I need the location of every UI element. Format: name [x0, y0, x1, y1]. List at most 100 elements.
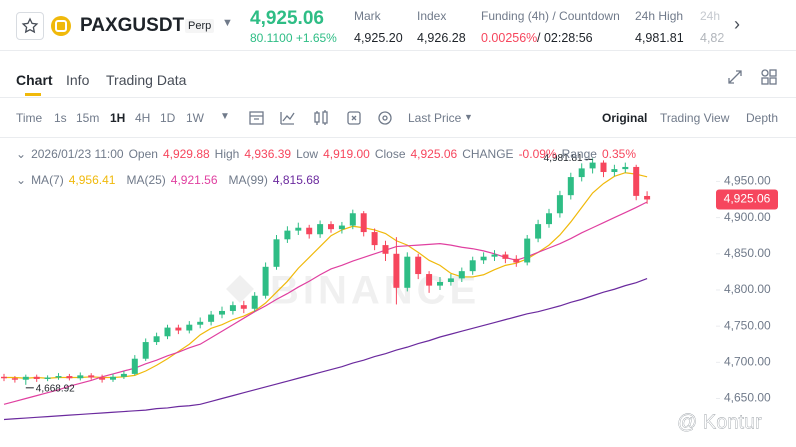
view[interactable]: Depth [746, 111, 779, 125]
interval[interactable]: Time [16, 111, 43, 125]
stat-value: 4,926.28 [417, 31, 466, 45]
ma-name: MA(25) [126, 173, 166, 187]
candle-body [131, 358, 138, 374]
candle-body [164, 327, 171, 337]
tool-icons[interactable] [248, 109, 398, 127]
candle-body [556, 195, 563, 214]
stat-label: Mark [354, 9, 381, 23]
candle-body [22, 376, 29, 380]
collapse[interactable]: ⌄ [16, 147, 27, 161]
price-tag [716, 189, 778, 210]
price-tag-label: 4,925.06 [724, 192, 771, 206]
tab[interactable]: Chart [16, 72, 53, 88]
price-type[interactable]: Last Price [408, 111, 462, 125]
label: Close [374, 147, 406, 161]
symbol-dropdown[interactable]: ▼ [222, 17, 233, 29]
fade [718, 0, 796, 50]
overlay-watermark: @ Kontur [677, 411, 762, 433]
candle-body [447, 278, 454, 283]
candle-body [55, 376, 62, 378]
candle-body [317, 224, 324, 235]
layout-icon[interactable] [760, 68, 778, 86]
candle-body [404, 256, 411, 288]
candle-body [99, 377, 106, 380]
interval[interactable]: 15m [76, 111, 100, 125]
candle-body [142, 342, 149, 359]
price-change: 80.1100 +1.65% [250, 31, 337, 45]
stat-value: 4,981.81 [635, 31, 684, 45]
candle-body [175, 327, 182, 331]
watermark: BINANCE [270, 269, 480, 313]
favorite-button[interactable] [16, 12, 44, 40]
candle-body [44, 377, 51, 379]
badge: Perp [185, 19, 215, 33]
candle-body [1, 376, 7, 379]
y-tick-label: 4,750.00 [724, 318, 771, 332]
candle-body [33, 376, 40, 379]
tab[interactable]: Trading Data [106, 72, 187, 88]
candle-body [578, 168, 585, 178]
candle-body [393, 253, 400, 288]
watermark-logo [226, 275, 254, 303]
label: Range [561, 147, 597, 161]
candle-body [110, 376, 116, 380]
ma-value: 4,815.68 [272, 173, 320, 187]
y-tick-label: 4,700.00 [724, 355, 771, 369]
interval[interactable]: 4H [135, 111, 151, 125]
ma-line [3, 201, 648, 405]
interval-dropdown[interactable]: ▼ [220, 111, 230, 122]
symbol: PAXGUSDT [80, 15, 185, 36]
candle-body [77, 375, 84, 379]
candle-body [328, 224, 334, 230]
candle-body [338, 225, 345, 230]
price-type-caret[interactable]: ▼ [464, 112, 473, 122]
candle-date: 2026/01/23 11:00 [31, 147, 124, 161]
candle-body [611, 169, 618, 173]
candle-body [251, 295, 258, 309]
expand-icon[interactable] [726, 68, 744, 86]
stat-value: 4,925.20 [354, 31, 403, 45]
value: 4,929.88 [162, 147, 210, 161]
candle-body [371, 232, 378, 246]
last-price: 4,925.06 [250, 8, 324, 29]
tab[interactable]: Info [66, 72, 90, 88]
candle-body [469, 260, 476, 272]
interval[interactable]: 1H [110, 111, 126, 125]
stat-label: Index [417, 9, 447, 23]
candle-body [524, 238, 531, 263]
ohlc-info: ⌄ 2026/01/23 11:00 Open 4,929.88 High 4,93… [16, 147, 636, 161]
overlay-icon [654, 413, 672, 431]
candle-body [589, 162, 596, 169]
candle-body [437, 282, 443, 286]
view[interactable]: Original [602, 111, 648, 125]
candle-body [186, 324, 193, 331]
y-tick-label: 4,850.00 [724, 246, 771, 260]
interval[interactable]: 1D [160, 111, 176, 125]
candle-body [633, 166, 640, 196]
candle-body [426, 274, 433, 286]
view[interactable]: Trading View [660, 111, 730, 125]
candle-body [382, 245, 389, 254]
scroll-right[interactable]: › [734, 14, 740, 34]
candle-body [491, 254, 498, 257]
candle-body [622, 166, 629, 170]
candle-body [88, 375, 95, 378]
divider [0, 137, 796, 138]
label: High [214, 147, 240, 161]
label: Low [296, 147, 319, 161]
candle-body [458, 271, 465, 279]
value: 4,925.06 [410, 147, 458, 161]
interval[interactable]: 1W [186, 111, 204, 125]
candle-body [240, 305, 247, 309]
high-label: 4,981.81 [544, 153, 583, 164]
star-icon [21, 17, 39, 34]
candle-body [11, 378, 18, 380]
candle-body [295, 227, 302, 231]
candle-body [273, 239, 280, 267]
candle-body [546, 213, 552, 225]
collapse[interactable]: ⌄ [16, 173, 27, 187]
candle-body [480, 256, 487, 261]
interval[interactable]: 1s [54, 111, 67, 125]
y-tick-label: 4,800.00 [724, 282, 771, 296]
